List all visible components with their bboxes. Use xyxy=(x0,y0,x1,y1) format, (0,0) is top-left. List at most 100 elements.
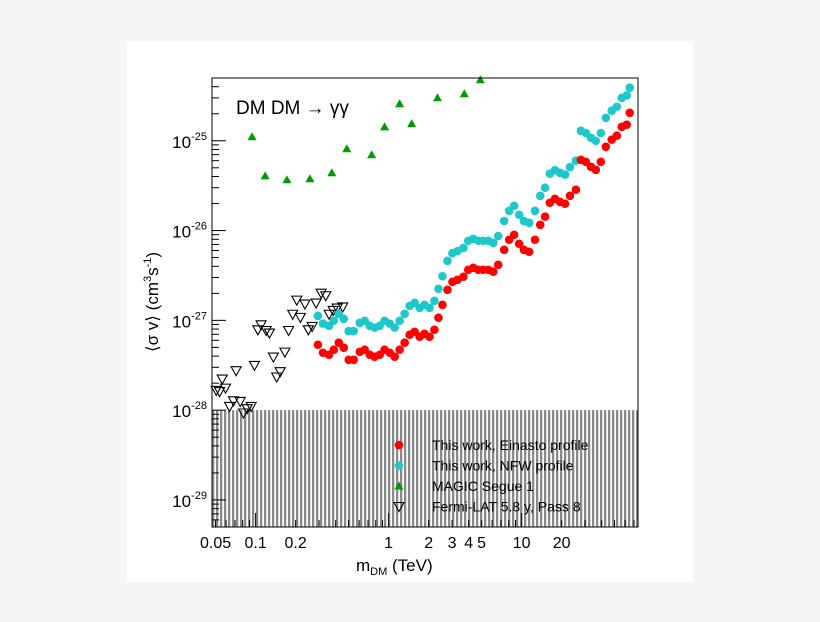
data-point xyxy=(475,75,485,84)
data-point xyxy=(395,345,404,355)
data-point xyxy=(263,328,276,340)
data-point xyxy=(234,396,247,408)
data-point xyxy=(248,360,261,372)
y-axis-label: ⟨σ v⟩ (cm3s-1) xyxy=(142,252,162,352)
data-point xyxy=(267,352,280,364)
plot-frame xyxy=(211,77,639,528)
data-point xyxy=(400,338,409,348)
data-point xyxy=(251,325,264,336)
x-tick-label: 20 xyxy=(553,535,571,552)
x-axis-label: mDM (TeV) xyxy=(356,556,433,578)
y-tick-labels: 10-25 10-26 10-27 10-28 10-29 xyxy=(172,131,207,511)
data-point xyxy=(438,300,447,310)
data-point xyxy=(591,165,601,175)
data-point xyxy=(430,296,439,306)
data-point xyxy=(560,170,570,179)
data-point xyxy=(274,367,287,378)
data-point xyxy=(622,91,632,100)
data-point xyxy=(245,401,258,413)
data-point xyxy=(432,93,442,102)
data-point xyxy=(227,396,240,407)
data-point xyxy=(488,267,498,277)
data-point xyxy=(219,383,232,395)
data-point xyxy=(310,298,323,310)
data-point xyxy=(329,345,339,355)
y-tick-label: 10-27 xyxy=(172,310,207,331)
data-point xyxy=(612,102,622,111)
data-point xyxy=(459,89,469,98)
data-point xyxy=(390,323,399,332)
data-point xyxy=(302,325,315,336)
data-point xyxy=(305,174,315,183)
data-point xyxy=(530,206,540,216)
data-points xyxy=(210,75,635,420)
data-point xyxy=(380,122,390,131)
data-point xyxy=(313,340,323,350)
data-point xyxy=(493,231,503,241)
data-point xyxy=(493,260,503,270)
data-point xyxy=(612,131,622,140)
series-this-work-einasto-profile xyxy=(313,108,635,365)
data-point xyxy=(407,119,417,128)
data-point xyxy=(499,216,509,226)
data-point xyxy=(459,272,468,282)
y-tick-label: 10-25 xyxy=(172,131,207,152)
data-point xyxy=(247,132,257,141)
legend-marker xyxy=(393,501,405,513)
data-point xyxy=(540,212,550,221)
excluded-region xyxy=(212,410,638,527)
data-point xyxy=(329,316,339,326)
y-tick-label: 10-28 xyxy=(172,400,207,421)
x-tick-label: 2 xyxy=(424,535,433,552)
data-point xyxy=(223,401,236,413)
data-point xyxy=(443,256,452,266)
legend-marker xyxy=(394,481,404,490)
data-point xyxy=(425,332,434,342)
data-point xyxy=(596,128,606,138)
data-point xyxy=(400,309,409,319)
data-point xyxy=(430,325,439,335)
data-point xyxy=(255,320,268,331)
x-tick-label: 10 xyxy=(513,535,531,552)
data-point xyxy=(319,291,332,302)
data-point xyxy=(438,271,447,281)
data-point xyxy=(535,191,545,201)
data-point xyxy=(395,316,404,326)
x-tick-label: 0.05 xyxy=(200,535,231,552)
data-point xyxy=(499,245,509,255)
data-point xyxy=(294,312,307,324)
data-point xyxy=(601,113,611,123)
data-point xyxy=(622,120,632,129)
data-point xyxy=(395,99,405,108)
legend-label: This work, NFW profile xyxy=(432,458,574,474)
data-point xyxy=(299,299,311,311)
data-point xyxy=(349,355,359,365)
data-point xyxy=(565,162,575,172)
data-point xyxy=(560,199,570,209)
chart-title: DM DM → γγ xyxy=(236,98,349,119)
data-point xyxy=(230,366,243,377)
data-point xyxy=(216,374,229,386)
data-point xyxy=(313,311,323,321)
data-point xyxy=(514,239,524,249)
data-point xyxy=(459,243,468,253)
x-tick-label: 0.2 xyxy=(285,535,307,552)
data-point xyxy=(625,83,635,92)
data-point xyxy=(315,288,328,300)
data-point xyxy=(213,387,226,398)
legend-marker xyxy=(394,440,404,450)
data-point xyxy=(282,325,295,337)
data-point xyxy=(591,136,601,146)
y-tick-label: 10-29 xyxy=(172,490,207,511)
data-point xyxy=(306,321,319,333)
data-point xyxy=(331,303,344,315)
data-point xyxy=(434,313,443,323)
x-tick-labels: 0.05 0.1 0.2 1 2 3 4 5 10 20 xyxy=(200,535,571,552)
data-point xyxy=(488,238,498,248)
series-fermi-lat-5-8-y-pass-8 xyxy=(210,288,349,420)
data-point xyxy=(596,157,606,167)
legend-label: MAGIC Segue 1 xyxy=(432,478,534,494)
data-point xyxy=(625,108,635,118)
data-point xyxy=(514,210,524,220)
